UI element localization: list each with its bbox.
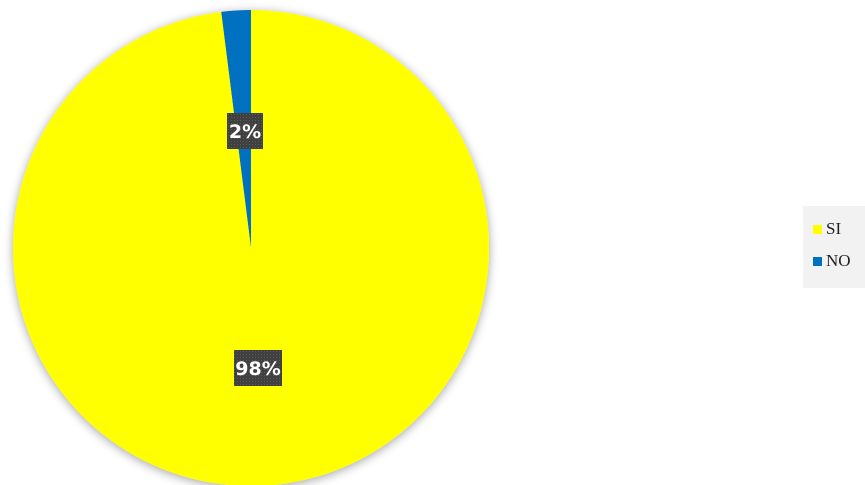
data-label-no: 2% — [227, 113, 263, 149]
legend-swatch-si — [813, 224, 822, 234]
chart-legend: SI NO — [803, 206, 865, 288]
legend-label-si: SI — [826, 219, 842, 238]
legend-item-si: SI — [813, 219, 841, 239]
pie-data-labels: 2% 98% — [227, 113, 282, 386]
legend-swatch-no — [813, 256, 822, 266]
legend-label-no: NO — [826, 251, 851, 270]
data-label-text-si: 98% — [235, 358, 280, 380]
pie-slice-si — [13, 10, 489, 485]
data-label-box-si — [234, 350, 282, 386]
data-label-box-no — [227, 113, 263, 149]
legend-item-no: NO — [813, 251, 851, 271]
pie-slices — [13, 10, 489, 485]
data-label-si: 98% — [234, 350, 282, 386]
data-label-text-no: 2% — [229, 121, 261, 143]
